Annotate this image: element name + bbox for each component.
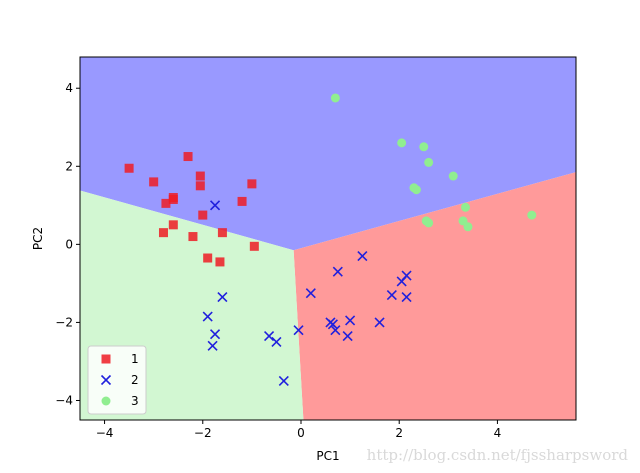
y-tick-label: 4 bbox=[65, 81, 73, 95]
point-2-14 bbox=[342, 331, 353, 342]
decision-regions bbox=[80, 57, 576, 420]
point-1-2 bbox=[161, 198, 171, 208]
point-2-16-stroke-b bbox=[357, 250, 368, 262]
point-2-13-stroke-b bbox=[332, 266, 343, 277]
point-2-5 bbox=[264, 331, 275, 342]
point-2-18-stroke-b bbox=[386, 290, 397, 301]
point-2-12-stroke-b bbox=[330, 325, 341, 336]
point-2-0 bbox=[209, 200, 221, 211]
series-1 bbox=[124, 152, 259, 267]
point-2-21 bbox=[401, 291, 412, 303]
point-1-11 bbox=[168, 220, 178, 230]
point-2-17-stroke-b bbox=[374, 317, 385, 328]
region-class-1 bbox=[293, 172, 576, 420]
y-tick-label: −2 bbox=[55, 315, 73, 329]
point-2-3-stroke-b bbox=[209, 329, 221, 340]
point-2-21-stroke-b bbox=[401, 291, 412, 303]
point-2-3 bbox=[209, 329, 221, 340]
point-1-15 bbox=[203, 253, 213, 263]
x-axis-label: PC1 bbox=[316, 449, 339, 463]
y-axis-ticks: −4 −2 0 2 4 bbox=[55, 81, 80, 407]
region-class-2 bbox=[80, 57, 576, 251]
point-2-7 bbox=[278, 375, 289, 387]
series-2 bbox=[202, 200, 412, 387]
point-3-11 bbox=[463, 222, 473, 232]
point-1-12 bbox=[158, 228, 168, 238]
point-2-11 bbox=[327, 319, 338, 330]
point-3-8 bbox=[424, 218, 434, 228]
plot-frame bbox=[79, 56, 577, 421]
point-2-6 bbox=[271, 336, 282, 348]
y-tick-label: −4 bbox=[55, 393, 73, 407]
point-3-0 bbox=[330, 93, 340, 103]
point-2-12 bbox=[330, 325, 341, 336]
x-tick-label: 4 bbox=[494, 426, 502, 440]
legend-marker-2-stroke-b bbox=[100, 374, 112, 386]
legend-marker-3 bbox=[101, 396, 111, 406]
point-2-15 bbox=[345, 315, 356, 326]
watermark-text: http://blog.csdn.net/fjssharpsword bbox=[367, 446, 629, 464]
x-tick-label: −2 bbox=[194, 426, 212, 440]
point-2-7-stroke-b bbox=[278, 375, 289, 387]
point-1-17 bbox=[249, 241, 259, 251]
point-1-0 bbox=[124, 163, 134, 173]
point-2-5-stroke-b bbox=[264, 331, 275, 342]
x-axis-ticks: −4 −2 0 2 4 bbox=[96, 420, 502, 440]
point-2-1-stroke-b bbox=[217, 291, 228, 303]
point-2-4-stroke-b bbox=[207, 340, 218, 351]
point-1-6 bbox=[195, 171, 205, 181]
legend-label-3: 3 bbox=[131, 394, 139, 408]
point-1-1 bbox=[149, 177, 159, 187]
x-tick-label: 2 bbox=[395, 426, 403, 440]
legend: 1 2 3 bbox=[87, 345, 147, 415]
point-1-14 bbox=[217, 228, 227, 238]
y-tick-label: 0 bbox=[65, 237, 73, 251]
point-2-8-stroke-b bbox=[293, 325, 304, 336]
point-2-11-stroke-b bbox=[327, 319, 338, 330]
point-3-3 bbox=[424, 157, 434, 167]
x-tick-label: 0 bbox=[297, 426, 305, 440]
point-3-12 bbox=[527, 210, 537, 220]
point-2-2-stroke-b bbox=[202, 311, 213, 322]
point-2-20 bbox=[401, 270, 412, 281]
point-2-2 bbox=[202, 311, 213, 322]
legend-marker-2 bbox=[100, 374, 112, 386]
data-points bbox=[124, 93, 537, 387]
point-1-5 bbox=[183, 152, 193, 162]
point-2-6-stroke-b bbox=[271, 336, 282, 348]
y-tick-label: 2 bbox=[65, 159, 73, 173]
point-3-4 bbox=[448, 171, 458, 181]
point-1-13 bbox=[188, 232, 198, 242]
point-3-1 bbox=[397, 138, 407, 148]
point-2-18 bbox=[386, 290, 397, 301]
point-2-14-stroke-b bbox=[342, 331, 353, 342]
point-2-15-stroke-b bbox=[345, 315, 356, 326]
y-axis-label: PC2 bbox=[31, 227, 45, 250]
point-1-16 bbox=[215, 257, 225, 267]
point-2-9-stroke-b bbox=[305, 288, 316, 299]
point-2-9 bbox=[305, 288, 316, 299]
point-1-8 bbox=[198, 210, 208, 220]
point-1-4 bbox=[168, 194, 178, 204]
point-1-10 bbox=[247, 179, 257, 189]
legend-marker-1 bbox=[101, 354, 111, 364]
point-1-9 bbox=[237, 196, 247, 206]
legend-label-1: 1 bbox=[131, 352, 139, 366]
point-1-7 bbox=[195, 181, 205, 191]
point-2-4 bbox=[207, 340, 218, 351]
point-2-8 bbox=[293, 325, 304, 336]
legend-label-2: 2 bbox=[131, 373, 139, 387]
point-3-9 bbox=[461, 202, 471, 212]
point-2-20-stroke-b bbox=[401, 270, 412, 281]
point-2-17 bbox=[374, 317, 385, 328]
series-3 bbox=[330, 93, 537, 232]
point-3-2 bbox=[419, 142, 429, 152]
point-2-1 bbox=[217, 291, 228, 303]
point-2-16 bbox=[357, 250, 368, 262]
x-tick-label: −4 bbox=[96, 426, 114, 440]
point-3-6 bbox=[411, 185, 421, 195]
point-2-13 bbox=[332, 266, 343, 277]
point-2-0-stroke-b bbox=[209, 200, 221, 211]
